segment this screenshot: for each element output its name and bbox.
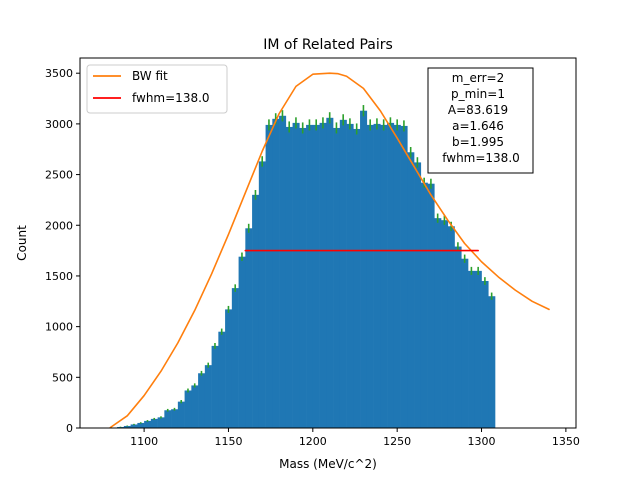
histogram-bar <box>258 161 266 428</box>
histogram-bar <box>191 385 199 428</box>
histogram-bar <box>292 122 300 428</box>
x-tick-label: 1150 <box>214 435 242 448</box>
fit-param-m-err: m_err=2 <box>452 71 504 85</box>
histogram-bar <box>157 417 165 428</box>
fit-param-a-amplitude: A=83.619 <box>448 103 508 117</box>
legend-label-bw-fit: BW fit <box>132 69 168 83</box>
histogram-bar <box>414 162 422 428</box>
histogram-bar <box>164 410 172 428</box>
legend-box <box>86 64 228 114</box>
x-tick-label: 1350 <box>552 435 580 448</box>
histogram-bar <box>204 365 212 428</box>
y-tick-label: 2000 <box>45 219 73 232</box>
x-axis-label: Mass (MeV/c^2) <box>279 457 377 471</box>
histogram-bar <box>468 270 476 428</box>
histogram-bar <box>387 122 395 428</box>
histogram-bar <box>319 122 327 428</box>
histogram-bar <box>238 256 246 428</box>
x-tick-label: 1250 <box>383 435 411 448</box>
x-axis-ticks: 1100 1150 1200 1250 1300 1350 <box>130 428 580 448</box>
histogram-bar <box>285 126 293 429</box>
plot-area <box>79 57 577 429</box>
y-tick-label: 1500 <box>45 270 73 283</box>
x-tick-label: 1200 <box>299 435 327 448</box>
bw-fit-curve <box>109 72 550 429</box>
y-tick-label: 3000 <box>45 118 73 131</box>
histogram-bar <box>184 390 192 428</box>
fit-parameters-frame <box>427 67 534 174</box>
fit-param-a: a=1.646 <box>452 119 504 133</box>
histogram-bar <box>231 288 239 428</box>
histogram-bar <box>407 152 415 428</box>
histogram-bar <box>171 409 179 428</box>
histogram-bar <box>434 218 442 428</box>
y-tick-label: 3500 <box>45 67 73 80</box>
histogram-bar <box>441 220 449 428</box>
histogram-bar <box>373 123 381 428</box>
histogram-bars <box>110 110 496 429</box>
histogram-bar <box>488 296 496 428</box>
histogram-bar <box>360 110 368 429</box>
histogram-bar <box>252 194 260 428</box>
histogram-bar <box>339 119 347 428</box>
histogram-bar <box>177 401 185 428</box>
legend-label-fwhm: fwhm=138.0 <box>132 91 210 105</box>
histogram-bar <box>312 124 320 429</box>
histogram-bar <box>353 128 361 428</box>
x-tick-label: 1300 <box>468 435 496 448</box>
series-lines <box>109 72 550 429</box>
histogram-bar <box>454 246 462 428</box>
histogram-bar <box>380 124 388 429</box>
histogram-bar <box>218 331 226 428</box>
histogram-bar <box>130 424 138 428</box>
histogram-bar <box>265 124 273 429</box>
y-tick-label: 1000 <box>45 321 73 334</box>
y-axis-ticks: 0 500 1000 1500 2000 2500 3000 3500 <box>45 67 80 435</box>
histogram-bar <box>306 124 314 429</box>
histogram-bar <box>420 182 428 428</box>
legend: BW fit fwhm=138.0 <box>86 64 228 114</box>
histogram-bar <box>272 118 280 428</box>
histogram-bar <box>461 258 469 428</box>
histogram-bar <box>299 127 307 428</box>
fit-param-fwhm: fwhm=138.0 <box>442 151 520 165</box>
histogram-bar <box>225 309 233 428</box>
histogram-bar <box>137 422 145 428</box>
histogram-bar <box>447 226 455 428</box>
fit-param-b: b=1.995 <box>452 135 504 149</box>
x-tick-label: 1100 <box>130 435 158 448</box>
histogram-bar <box>346 123 354 428</box>
histogram-bar <box>198 373 206 428</box>
histogram-bar <box>245 228 253 428</box>
histogram-bar <box>117 426 125 428</box>
histogram-bar <box>279 115 287 428</box>
histogram-bar <box>400 125 408 429</box>
histogram-bar <box>123 425 131 428</box>
histogram-bar <box>474 270 482 428</box>
y-tick-label: 0 <box>66 422 73 435</box>
y-tick-label: 500 <box>52 371 73 384</box>
fit-parameters-box: m_err=2 p_min=1 A=83.619 a=1.646 b=1.995… <box>427 67 534 174</box>
histogram-bar <box>333 127 341 428</box>
histogram-bar <box>427 183 435 428</box>
histogram-bar <box>150 418 158 428</box>
y-tick-label: 2500 <box>45 169 73 182</box>
histogram-bar <box>144 420 152 428</box>
plot-frame <box>79 57 577 429</box>
histogram-bar <box>393 124 401 429</box>
chart-title: IM of Related Pairs <box>263 37 393 53</box>
histogram-bar <box>211 345 219 428</box>
histogram-bar <box>366 124 374 429</box>
histogram-bar <box>481 281 489 428</box>
y-axis-label: Count <box>15 225 29 261</box>
fit-param-p-min: p_min=1 <box>451 87 505 101</box>
histogram-bar <box>326 117 334 428</box>
